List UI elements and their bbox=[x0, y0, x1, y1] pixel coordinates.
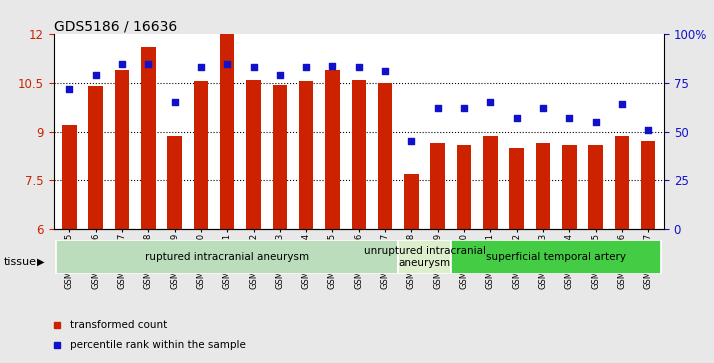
Bar bbox=[326, 70, 340, 229]
Bar bbox=[378, 83, 392, 229]
Bar bbox=[299, 81, 313, 229]
Text: unruptured intracranial
aneurysm: unruptured intracranial aneurysm bbox=[363, 246, 486, 268]
Point bbox=[90, 72, 101, 78]
Text: tissue: tissue bbox=[4, 257, 36, 267]
Bar bbox=[641, 141, 655, 229]
Point bbox=[116, 61, 128, 66]
Point bbox=[64, 86, 75, 92]
Point bbox=[458, 105, 470, 111]
Bar bbox=[404, 174, 418, 229]
Bar bbox=[246, 80, 261, 229]
Bar bbox=[615, 136, 629, 229]
Point bbox=[169, 99, 181, 105]
Text: GDS5186 / 16636: GDS5186 / 16636 bbox=[54, 19, 177, 33]
Bar bbox=[457, 144, 471, 229]
Text: ▶: ▶ bbox=[37, 257, 45, 267]
Bar bbox=[115, 70, 129, 229]
Text: superficial temporal artery: superficial temporal artery bbox=[486, 252, 626, 262]
Point bbox=[353, 65, 365, 70]
Text: ruptured intracranial aneurysm: ruptured intracranial aneurysm bbox=[145, 252, 309, 262]
Bar bbox=[89, 86, 103, 229]
Bar bbox=[167, 136, 182, 229]
Text: transformed count: transformed count bbox=[69, 321, 167, 330]
Point bbox=[379, 69, 391, 74]
Point bbox=[563, 115, 575, 121]
Bar bbox=[451, 240, 661, 274]
Point bbox=[195, 65, 206, 70]
Bar bbox=[483, 136, 498, 229]
Point bbox=[537, 105, 548, 111]
Point bbox=[406, 138, 417, 144]
Bar bbox=[398, 240, 451, 274]
Point bbox=[485, 99, 496, 105]
Point bbox=[221, 61, 233, 66]
Bar bbox=[431, 143, 445, 229]
Bar bbox=[273, 85, 287, 229]
Bar bbox=[62, 125, 76, 229]
Point bbox=[248, 65, 259, 70]
Point bbox=[327, 63, 338, 69]
Bar bbox=[141, 48, 156, 229]
Point bbox=[143, 61, 154, 66]
Bar bbox=[220, 34, 234, 229]
Point bbox=[432, 105, 443, 111]
Point bbox=[511, 115, 523, 121]
Bar bbox=[193, 81, 208, 229]
Bar bbox=[588, 144, 603, 229]
Text: percentile rank within the sample: percentile rank within the sample bbox=[69, 340, 246, 350]
Point bbox=[590, 119, 601, 125]
Point bbox=[274, 72, 286, 78]
Point bbox=[301, 65, 312, 70]
Bar bbox=[56, 240, 398, 274]
Bar bbox=[562, 144, 576, 229]
Bar bbox=[351, 80, 366, 229]
Point bbox=[616, 102, 628, 107]
Bar bbox=[509, 148, 524, 229]
Point bbox=[643, 127, 654, 132]
Bar bbox=[536, 143, 550, 229]
